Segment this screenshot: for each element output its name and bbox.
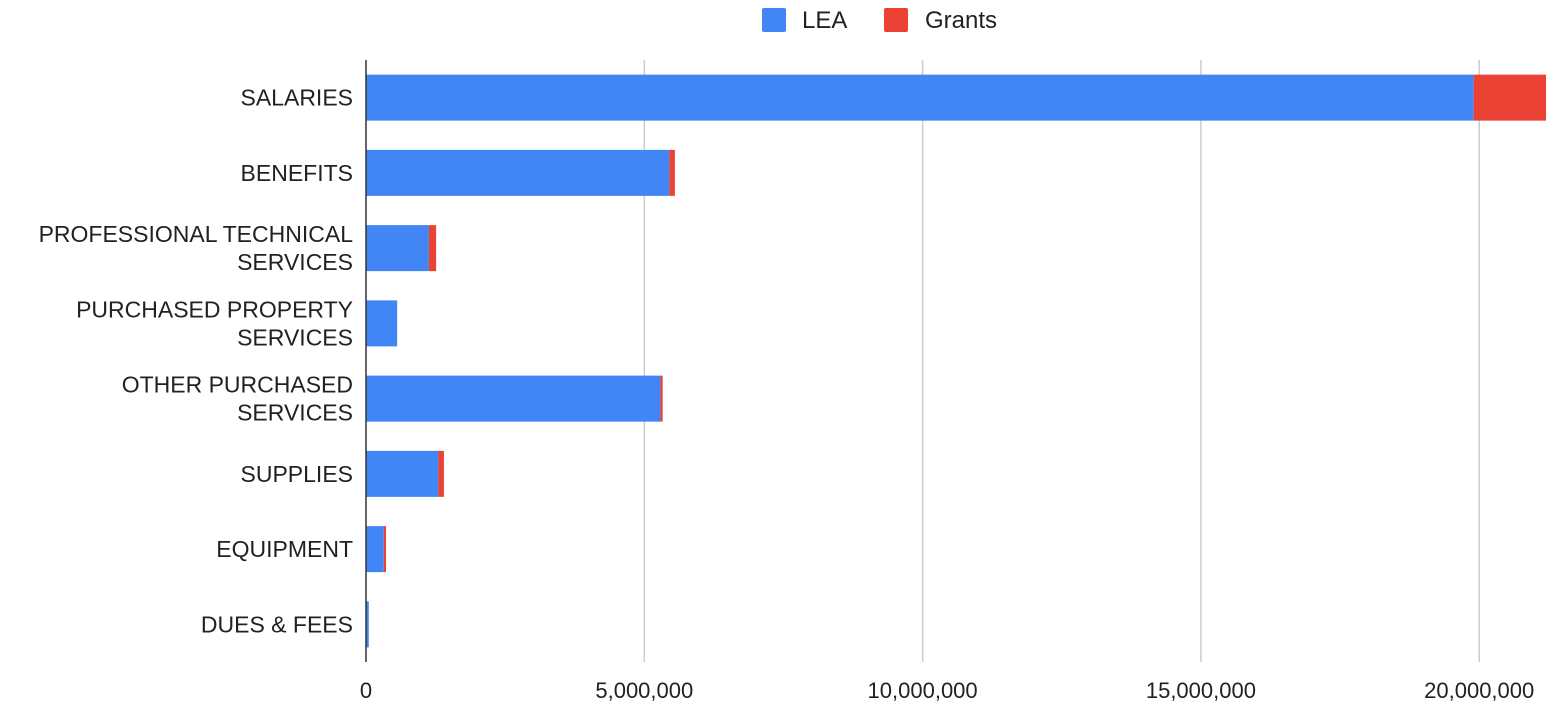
bars — [366, 74, 1546, 648]
legend-label-lea: LEA — [802, 7, 847, 34]
bar-lea-segment — [366, 526, 384, 573]
bar-grants-segment — [1473, 74, 1546, 121]
legend-swatch-lea — [762, 8, 786, 32]
bar-lea-segment — [366, 601, 369, 648]
gridlines — [643, 60, 1480, 662]
x-tick-label: 10,000,000 — [868, 678, 978, 703]
category-label: SERVICES — [237, 324, 353, 350]
x-tick-label: 0 — [360, 678, 372, 703]
category-label: DUES & FEES — [201, 611, 353, 637]
bar-grants-segment — [438, 450, 444, 497]
bar-grants-segment — [383, 526, 387, 573]
category-label: BENEFITS — [241, 160, 353, 186]
bar-lea-segment — [366, 450, 439, 497]
legend: LEA Grants — [762, 7, 997, 34]
x-tick-label: 15,000,000 — [1146, 678, 1256, 703]
bar-lea-segment — [366, 225, 429, 272]
legend-swatch-grants — [884, 8, 908, 32]
category-label: PURCHASED PROPERTY — [76, 296, 353, 322]
x-tick-label: 5,000,000 — [595, 678, 693, 703]
bar-lea-segment — [366, 149, 670, 196]
category-label: SERVICES — [237, 400, 353, 426]
category-label: SALARIES — [241, 85, 354, 111]
x-tick-labels: 0 5,000,000 10,000,000 15,000,000 20,000,000 — [360, 678, 1534, 703]
bar-grants-segment — [669, 149, 675, 196]
category-label: EQUIPMENT — [216, 536, 353, 562]
legend-label-grants: Grants — [925, 7, 997, 34]
bar-lea-segment — [366, 74, 1474, 121]
category-label: PROFESSIONAL TECHNICAL — [39, 221, 354, 247]
bar-lea-segment — [366, 300, 398, 347]
bar-grants-segment — [660, 375, 663, 422]
bar-grants-segment — [428, 225, 437, 272]
category-label: SUPPLIES — [241, 461, 354, 487]
x-tick-label: 20,000,000 — [1424, 678, 1534, 703]
category-label: SERVICES — [237, 249, 353, 275]
category-label: OTHER PURCHASED — [122, 372, 353, 398]
bar-lea-segment — [366, 375, 661, 422]
